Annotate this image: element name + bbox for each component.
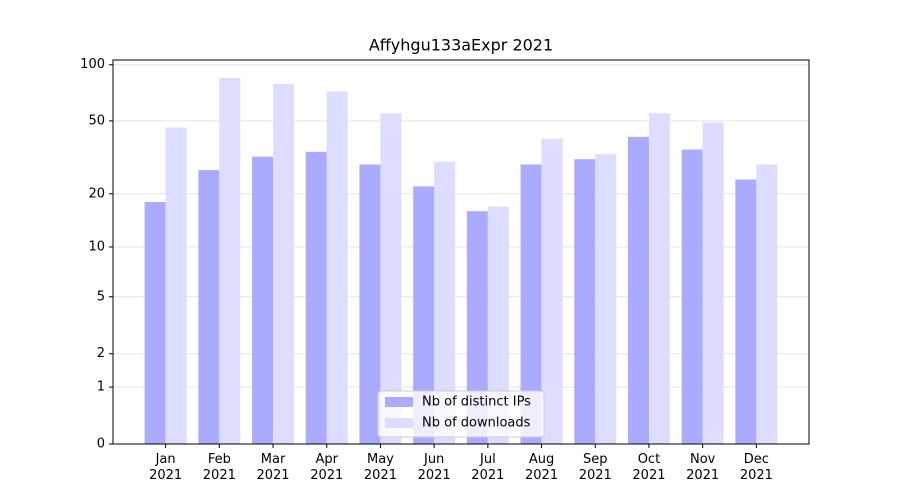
legend-swatch [385, 397, 413, 407]
bar [434, 161, 456, 444]
y-tick-label: 50 [88, 113, 105, 128]
x-tick-label: Mar 2021 [256, 452, 290, 483]
bar [487, 206, 509, 444]
bar [305, 151, 327, 445]
bar [252, 156, 274, 444]
bar [574, 159, 596, 444]
bar [648, 113, 670, 445]
x-tick-label: Dec 2021 [739, 452, 773, 483]
bar [326, 91, 348, 444]
chart-title: Affyhgu133aExpr 2021 [369, 36, 553, 55]
bar [413, 186, 435, 444]
bar [520, 164, 542, 444]
x-tick-label: Nov 2021 [686, 452, 720, 483]
bar [466, 211, 488, 444]
legend: Nb of distinct IPs Nb of downloads [377, 390, 545, 438]
bar [627, 136, 649, 445]
x-tick-label: Aug 2021 [525, 452, 559, 483]
x-tick-label: Jun 2021 [417, 452, 451, 483]
y-tick-label: 10 [88, 239, 105, 254]
bar [702, 122, 724, 444]
plot-frame [112, 59, 810, 445]
x-tick-label: Oct 2021 [632, 452, 666, 483]
bar [681, 149, 703, 445]
x-tick-label: Jul 2021 [471, 452, 505, 483]
bar [756, 164, 778, 444]
bar [219, 77, 241, 445]
bar [359, 164, 381, 444]
bar [198, 170, 220, 444]
bar [541, 138, 563, 444]
legend-box [377, 390, 545, 438]
bar [144, 202, 166, 444]
y-tick-label: 5 [97, 289, 105, 304]
y-tick-label: 0 [97, 437, 105, 452]
y-tick-label: 2 [97, 346, 105, 361]
legend-label: Nb of downloads [422, 416, 531, 431]
y-tick-label: 1 [97, 380, 105, 395]
bar [595, 154, 617, 444]
bar [735, 179, 757, 444]
x-tick-label: Feb 2021 [202, 452, 236, 483]
y-tick-label: 100 [80, 57, 105, 72]
x-tick-label: Apr 2021 [310, 452, 344, 483]
x-tick-label: Jan 2021 [149, 452, 183, 483]
y-tick-label: 20 [88, 186, 105, 201]
bar [165, 127, 187, 444]
legend-label: Nb of distinct IPs [422, 395, 531, 410]
x-tick-label: May 2021 [363, 452, 397, 483]
bar [380, 113, 402, 445]
x-tick-label: Sep 2021 [578, 452, 612, 483]
legend-swatch [385, 418, 413, 428]
bar [273, 83, 295, 444]
